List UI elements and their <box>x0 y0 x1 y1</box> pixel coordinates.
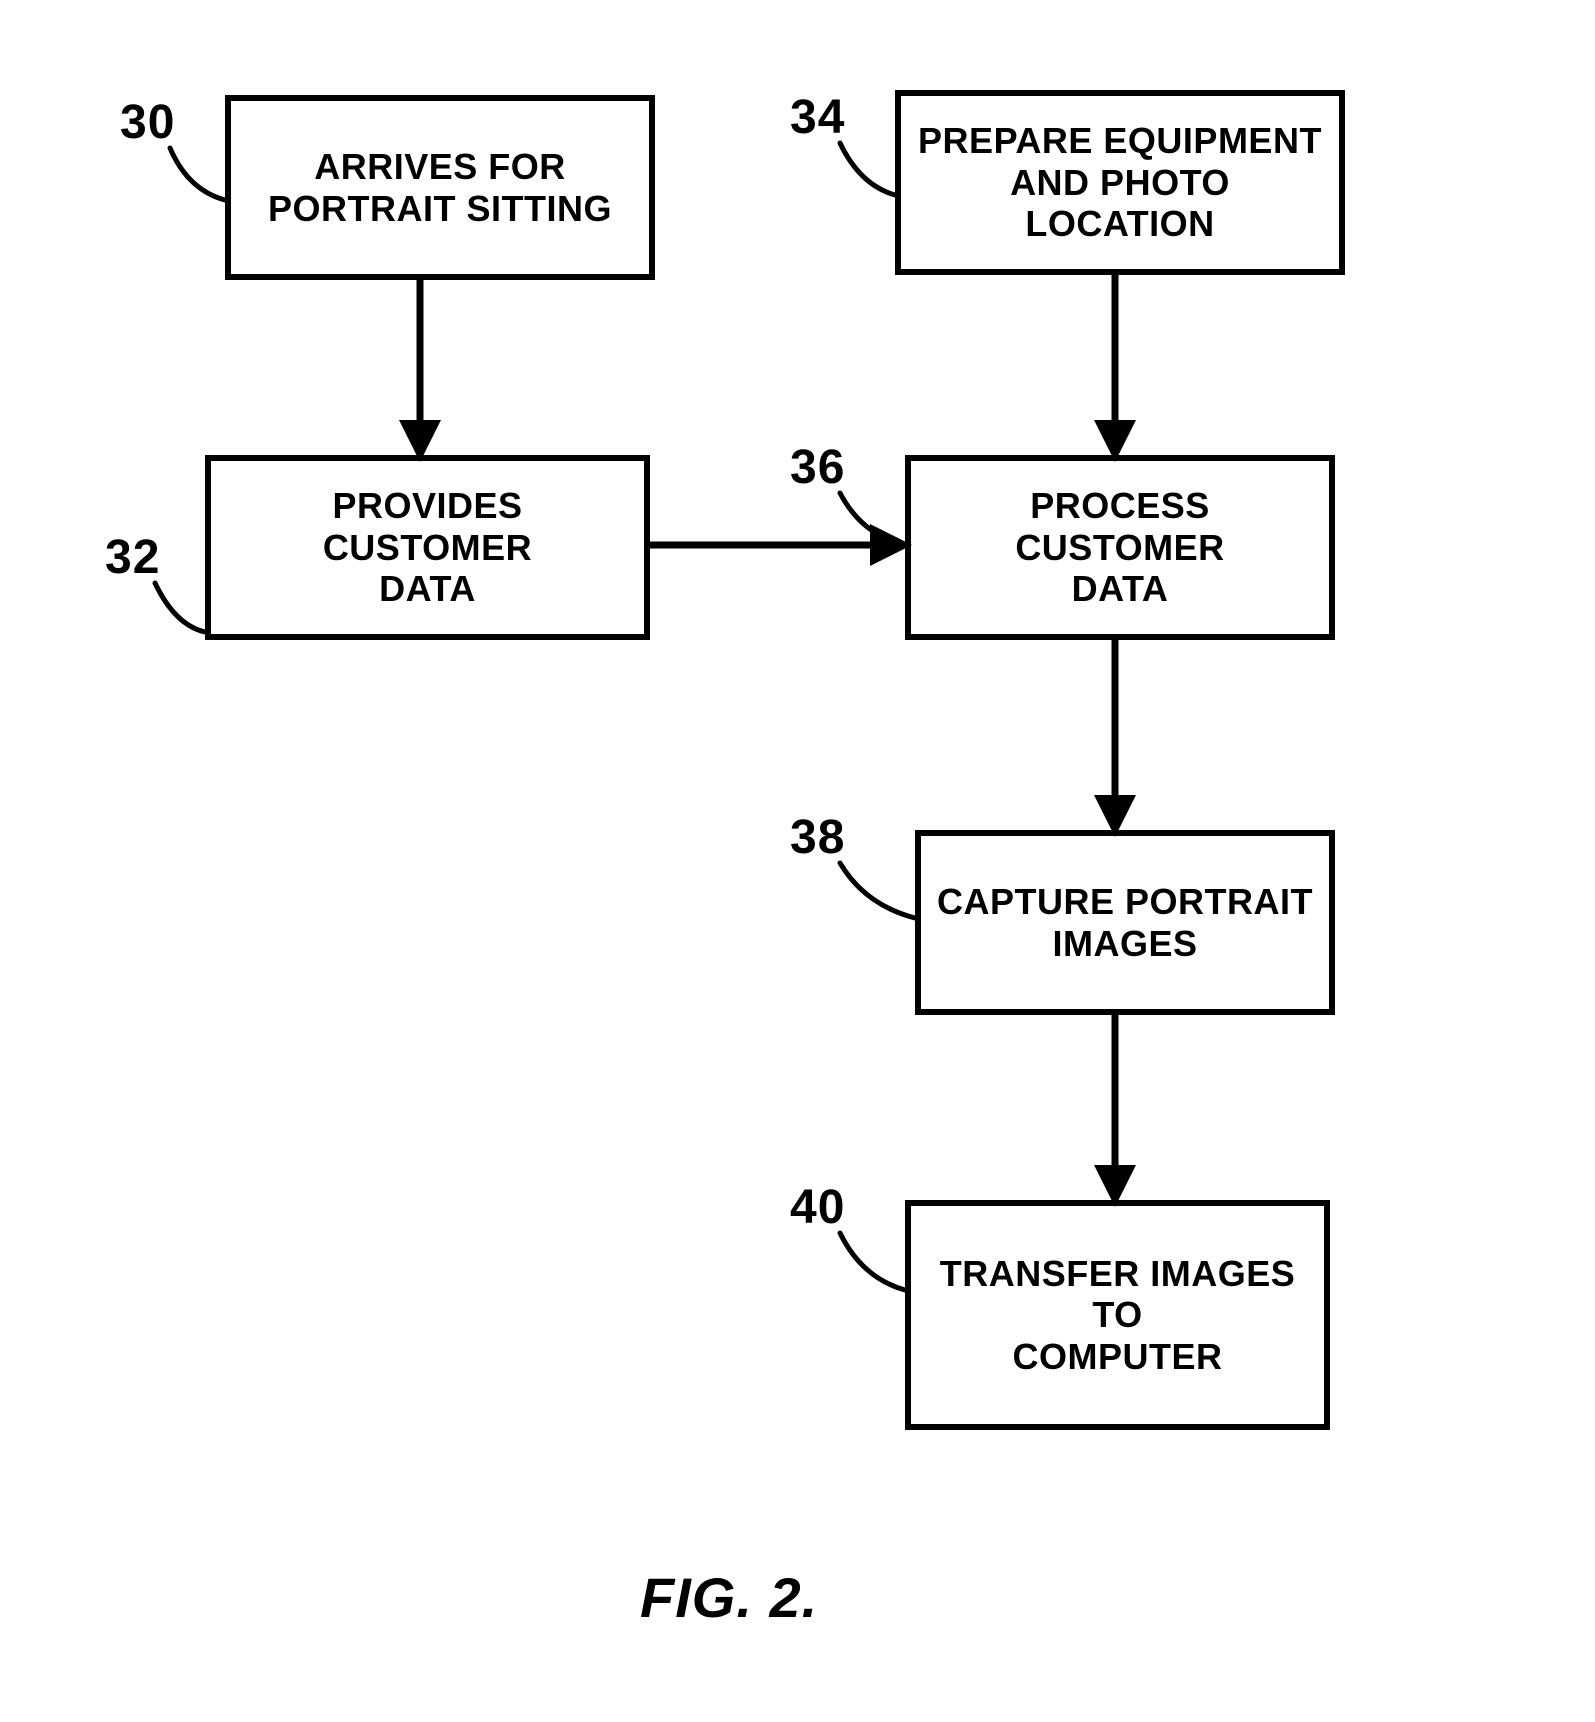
ref-label-30: 30 <box>120 95 175 150</box>
node-label: PROCESS CUSTOMERDATA <box>925 485 1315 609</box>
figure-caption: FIG. 2. <box>640 1565 818 1630</box>
node-label: PREPARE EQUIPMENTAND PHOTO LOCATION <box>915 120 1325 244</box>
node-label: TRANSFER IMAGESTOCOMPUTER <box>940 1253 1296 1377</box>
node-prepare-equipment: PREPARE EQUIPMENTAND PHOTO LOCATION <box>895 90 1345 275</box>
flowchart-canvas: ARRIVES FORPORTRAIT SITTING PROVIDES CUS… <box>0 0 1595 1722</box>
node-transfer-images: TRANSFER IMAGESTOCOMPUTER <box>905 1200 1330 1430</box>
node-provides-customer-data: PROVIDES CUSTOMERDATA <box>205 455 650 640</box>
ref-label-34: 34 <box>790 90 845 145</box>
node-label: PROVIDES CUSTOMERDATA <box>225 485 630 609</box>
node-capture-portrait-images: CAPTURE PORTRAITIMAGES <box>915 830 1335 1015</box>
node-process-customer-data: PROCESS CUSTOMERDATA <box>905 455 1335 640</box>
node-label: CAPTURE PORTRAITIMAGES <box>937 881 1313 964</box>
node-arrives-for-portrait: ARRIVES FORPORTRAIT SITTING <box>225 95 655 280</box>
ref-label-40: 40 <box>790 1180 845 1235</box>
ref-label-32: 32 <box>105 530 160 585</box>
ref-label-38: 38 <box>790 810 845 865</box>
ref-label-36: 36 <box>790 440 845 495</box>
node-label: ARRIVES FORPORTRAIT SITTING <box>268 146 612 229</box>
